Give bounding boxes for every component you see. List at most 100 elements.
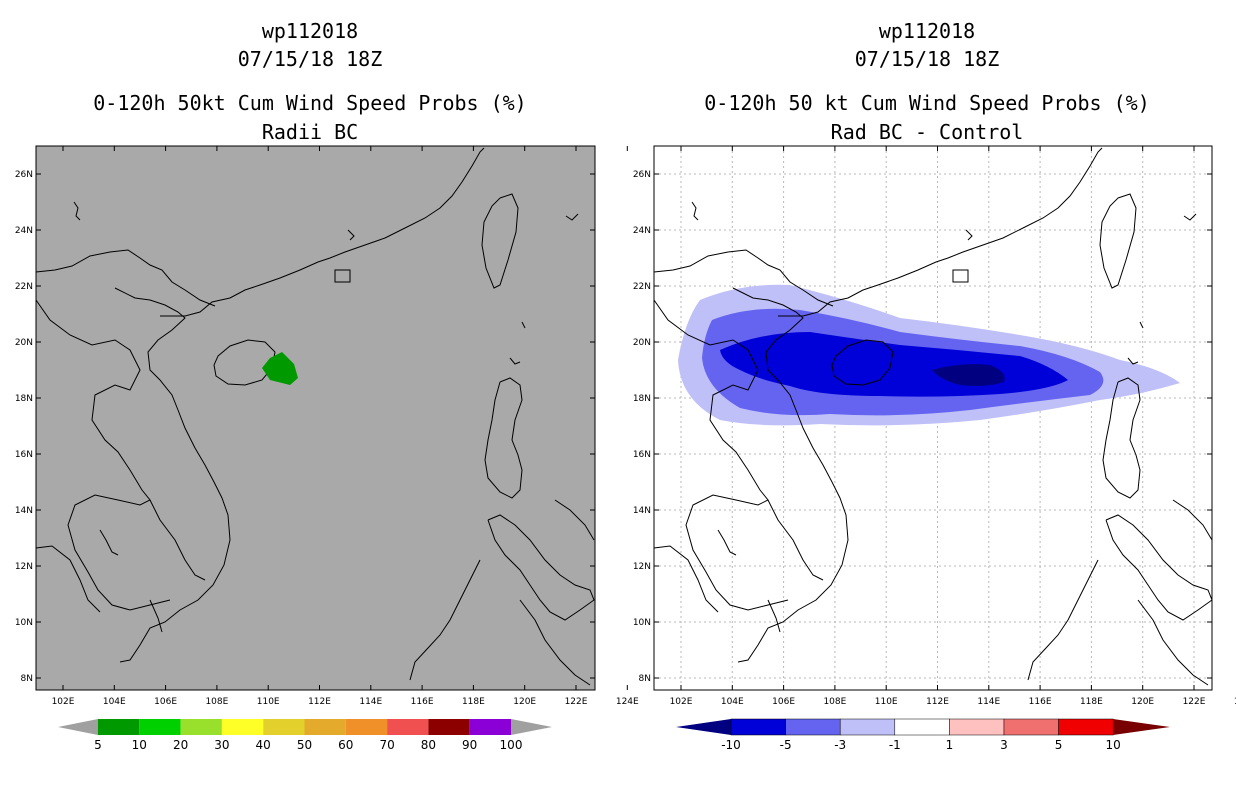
right-colorbar-box <box>1003 718 1059 736</box>
right-lon-tick-label: 104E <box>721 697 744 707</box>
right-colorbar-box <box>785 718 841 736</box>
left-colorbar-low-arrow <box>58 719 98 735</box>
left-probability-contour <box>262 352 298 385</box>
right-lon-tick-label: 112E <box>926 697 949 707</box>
right-gridlines <box>654 146 1212 690</box>
right-colorbar-box <box>839 718 896 736</box>
right-title-subtitle: Rad BC - Control <box>831 120 1024 144</box>
left-title-storm: wp112018 <box>262 19 358 43</box>
left-colorbar-label: 5 <box>94 738 102 752</box>
left-lat-tick-label: 8N <box>21 674 33 684</box>
right-lon-tick-label: 116E <box>1029 697 1052 707</box>
right-lon-axis: 102E 104E 106E 108E 110E 112E 114E 116E 118E 120E… <box>670 146 1236 707</box>
left-lon-axis: 102E 104E 106E 108E 110E 112E 114E 116E 118E 120E… <box>52 146 639 707</box>
left-colorbar-box <box>263 719 305 735</box>
right-lat-tick-label: 14N <box>633 506 651 516</box>
left-lat-tick-label: 20N <box>15 338 33 348</box>
left-colorbar-box <box>221 719 264 735</box>
left-colorbar-box <box>469 719 511 735</box>
right-lat-tick-label: 22N <box>633 282 651 292</box>
left-lat-tick-label: 12N <box>15 562 33 572</box>
right-lat-tick-label: 20N <box>633 338 651 348</box>
right-title-date: 07/15/18 18Z <box>855 47 1000 71</box>
right-lon-tick-label: 118E <box>1080 697 1103 707</box>
left-colorbar-high-arrow <box>511 719 552 735</box>
left-map-frame <box>35 145 596 691</box>
left-lon-tick-label: 104E <box>103 697 126 707</box>
left-colorbar: 5 10 20 30 40 50 60 70 80 90 100 <box>58 719 552 752</box>
right-lon-tick-label: 124E <box>1234 697 1236 707</box>
left-colorbar-label: 40 <box>256 738 271 752</box>
left-lat-axis: 26N 24N 22N 20N 18N 16N 14N 12N 10N 8N <box>15 170 595 684</box>
left-lat-tick-label: 16N <box>15 450 33 460</box>
left-colorbar-label: 30 <box>214 738 229 752</box>
right-title-storm: wp112018 <box>879 19 975 43</box>
right-lon-tick-label: 102E <box>670 697 693 707</box>
left-colorbar-label: 80 <box>421 738 436 752</box>
left-lat-tick-label: 22N <box>15 282 33 292</box>
left-title-date: 07/15/18 18Z <box>238 47 383 71</box>
left-lon-tick-label: 124E <box>616 697 639 707</box>
left-lon-tick-label: 118E <box>462 697 485 707</box>
left-colorbar-label: 20 <box>173 738 188 752</box>
left-colorbar-box <box>98 719 140 735</box>
right-colorbar-label: -10 <box>721 738 741 752</box>
left-lon-tick-label: 110E <box>257 697 280 707</box>
right-lon-tick-label: 110E <box>875 697 898 707</box>
right-colorbar: -10 -5 -3 -1 1 3 5 10 <box>676 718 1170 752</box>
left-lon-tick-label: 116E <box>411 697 434 707</box>
right-lat-tick-label: 26N <box>633 170 651 180</box>
left-lon-tick-label: 108E <box>205 697 228 707</box>
right-colorbar-label: 3 <box>1000 738 1008 752</box>
right-panel: wp112018 07/15/18 18Z 0-120h 50 kt Cum W… <box>633 19 1236 752</box>
right-colorbar-box <box>730 718 786 736</box>
left-lon-tick-label: 120E <box>513 697 536 707</box>
left-colorbar-label: 90 <box>462 738 477 752</box>
left-panel: wp112018 07/15/18 18Z 0-120h 50kt Cum Wi… <box>15 19 639 752</box>
right-lat-tick-label: 10N <box>633 618 651 628</box>
right-lat-tick-label: 24N <box>633 226 651 236</box>
left-colorbar-label: 70 <box>379 738 394 752</box>
right-lon-tick-label: 114E <box>977 697 1000 707</box>
right-colorbar-high-arrow <box>1113 719 1170 735</box>
right-lon-tick-label: 106E <box>772 697 795 707</box>
right-lat-axis: 26N 24N 22N 20N 18N 16N 14N 12N 10N 8N <box>633 170 1212 684</box>
left-lat-tick-label: 10N <box>15 618 33 628</box>
right-colorbar-low-arrow <box>676 719 731 735</box>
right-colorbar-label: -3 <box>834 738 846 752</box>
right-lat-tick-label: 12N <box>633 562 651 572</box>
left-lat-tick-label: 24N <box>15 226 33 236</box>
left-colorbar-box <box>387 719 429 735</box>
left-colorbar-box <box>428 719 470 735</box>
right-title-product: 0-120h 50 kt Cum Wind Speed Probs (%) <box>704 91 1150 115</box>
right-colorbar-box <box>1058 718 1114 736</box>
left-colorbar-box <box>180 719 222 735</box>
right-lon-tick-label: 108E <box>823 697 846 707</box>
right-colorbar-label: 1 <box>946 738 954 752</box>
left-lon-tick-label: 112E <box>308 697 331 707</box>
right-lon-tick-label: 120E <box>1131 697 1154 707</box>
left-title-product: 0-120h 50kt Cum Wind Speed Probs (%) <box>93 91 526 115</box>
left-colorbar-label: 10 <box>132 738 147 752</box>
left-lon-tick-label: 106E <box>154 697 177 707</box>
right-colorbar-box <box>894 718 950 736</box>
left-lon-tick-label: 122E <box>565 697 588 707</box>
right-colorbar-label: -5 <box>780 738 792 752</box>
right-colorbar-label: 10 <box>1106 738 1121 752</box>
left-colorbar-box <box>345 719 388 735</box>
left-colorbar-box <box>304 719 346 735</box>
left-colorbar-label: 100 <box>500 738 523 752</box>
left-title-subtitle: Radii BC <box>262 120 358 144</box>
right-map-frame <box>653 145 1213 691</box>
right-colorbar-box <box>949 718 1005 736</box>
left-lon-tick-label: 114E <box>359 697 382 707</box>
left-colorbar-box <box>139 719 181 735</box>
left-lat-tick-label: 18N <box>15 394 33 404</box>
right-lat-tick-label: 8N <box>639 674 651 684</box>
left-colorbar-label: 50 <box>297 738 312 752</box>
left-lon-tick-label: 102E <box>52 697 75 707</box>
right-difference-contours <box>678 284 1180 426</box>
left-lat-tick-label: 14N <box>15 506 33 516</box>
left-lat-tick-label: 26N <box>15 170 33 180</box>
